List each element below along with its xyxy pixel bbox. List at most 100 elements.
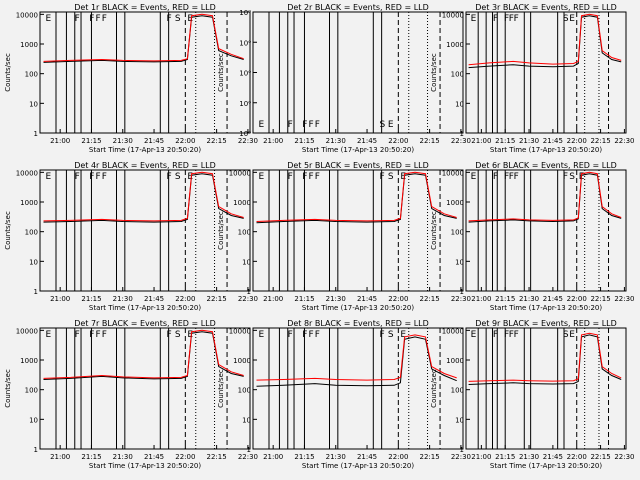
panel-title: Det 5r BLACK = Events, RED = LLD [287, 161, 429, 170]
y-tick-label: 100 [238, 229, 251, 237]
y-tick-label: 100 [238, 387, 251, 395]
x-axis-label: Start Time (17-Apr-13 20:50:20) [89, 304, 201, 312]
event-marker: E [471, 172, 477, 182]
x-axis-label: Start Time (17-Apr-13 20:50:20) [302, 462, 414, 470]
event-marker: E [187, 14, 193, 24]
y-tick-label: 10 [242, 258, 251, 266]
series-lld [43, 13, 244, 62]
event-marker: F [309, 172, 314, 182]
y-tick-label: 10 [455, 416, 464, 424]
event-marker: S [569, 172, 575, 182]
x-tick-label: 21:00 [471, 295, 491, 303]
y-tick-label: 10000 [442, 327, 464, 335]
y-tick-label: 1000 [20, 357, 38, 365]
event-marker: F [96, 14, 101, 24]
panel-det-1: Det 1r BLACK = Events, RED = LLD 1 10 100 10… [4, 3, 258, 154]
event-marker: F [563, 172, 568, 182]
panel-title: Det 6r BLACK = Events, RED = LLD [475, 161, 617, 170]
y-tick-label: 10000 [229, 327, 251, 335]
y-tick-label: 10000 [16, 11, 38, 19]
x-tick-label: 22:15 [420, 137, 440, 145]
x-tick-label: 21:45 [144, 453, 164, 461]
y-tick-label: 10 [29, 100, 38, 108]
event-marker: F [514, 330, 519, 340]
y-tick-label: 10000 [442, 169, 464, 177]
x-tick-label: 21:30 [519, 453, 539, 461]
panel-det-3: Det 3r BLACK = Events, RED = LLD 1 10 100 10… [430, 3, 635, 154]
event-marker: F [504, 330, 509, 340]
y-tick-label: 10⁰ [239, 39, 251, 47]
event-marker: F [288, 120, 293, 130]
y-tick-label: 1000 [233, 357, 251, 365]
x-tick-label: 22:00 [175, 453, 195, 461]
event-marker: F [315, 330, 320, 340]
plot-frame [465, 11, 627, 134]
event-marker: E [471, 14, 477, 24]
x-tick-label: 21:45 [357, 295, 377, 303]
plot-frame [39, 327, 251, 450]
x-tick-label: 21:00 [263, 453, 283, 461]
panel-det-8: Det 8r BLACK = Events, RED = LLD 1 10 100 10… [217, 319, 471, 470]
panel-title: Det 1r BLACK = Events, RED = LLD [74, 3, 216, 12]
y-axis-label: Counts/sec [430, 53, 438, 92]
y-tick-label: 1 [34, 446, 38, 454]
panel-title: Det 2r BLACK = Events, RED = LLD [287, 3, 429, 12]
plot-frame [39, 169, 251, 292]
y-axis-label: Counts/sec [4, 211, 12, 250]
x-tick-label: 22:30 [614, 137, 634, 145]
event-marker: F [509, 14, 514, 24]
x-tick-label: 21:00 [471, 137, 491, 145]
event-marker: F [493, 172, 498, 182]
event-marker: F [166, 14, 171, 24]
y-tick-label: 10 [242, 416, 251, 424]
event-marker: F [504, 14, 509, 24]
event-marker: E [471, 330, 477, 340]
event-marker: S [175, 14, 181, 24]
event-marker: S [388, 172, 394, 182]
x-tick-label: 22:00 [175, 137, 195, 145]
series-lld [468, 13, 622, 66]
plot-frame [465, 327, 627, 450]
series-events [256, 173, 457, 224]
event-marker: E [187, 172, 193, 182]
y-tick-label: 100 [451, 229, 464, 237]
x-tick-label: 22:15 [590, 295, 610, 303]
y-tick-label: 10000 [229, 169, 251, 177]
event-marker: E [569, 14, 575, 24]
y-tick-label: 100 [25, 229, 38, 237]
y-tick-label: 1 [34, 288, 38, 296]
x-axis-label: Start Time (17-Apr-13 20:50:20) [302, 304, 414, 312]
event-marker: F [514, 172, 519, 182]
event-marker: F [75, 172, 80, 182]
event-marker: S [175, 172, 181, 182]
x-tick-label: 21:30 [326, 137, 346, 145]
event-marker: F [96, 172, 101, 182]
event-marker: F [102, 330, 107, 340]
y-axis-label: Counts/sec [217, 369, 225, 408]
panel-det-6: Det 6r BLACK = Events, RED = LLD 1 10 100 10… [430, 161, 635, 312]
x-tick-label: 21:45 [543, 295, 563, 303]
x-tick-label: 21:45 [543, 453, 563, 461]
x-tick-label: 22:30 [238, 137, 258, 145]
series-lld [468, 332, 622, 382]
series-events [43, 173, 244, 223]
y-axis-label: Counts/sec [4, 53, 12, 92]
plot-frame [465, 169, 627, 292]
y-tick-label: 10⁰ [239, 100, 251, 108]
x-tick-label: 22:30 [238, 295, 258, 303]
event-marker: E [45, 14, 51, 24]
event-marker: F [315, 120, 320, 130]
event-marker: E [45, 172, 51, 182]
event-marker: F [504, 172, 509, 182]
x-tick-label: 22:00 [175, 295, 195, 303]
event-marker: F [75, 14, 80, 24]
x-tick-label: 22:15 [207, 453, 227, 461]
x-tick-label: 21:30 [113, 137, 133, 145]
series-lld [256, 171, 457, 222]
x-tick-label: 21:45 [357, 137, 377, 145]
event-marker: F [288, 172, 293, 182]
x-tick-label: 21:15 [495, 453, 515, 461]
event-marker: F [166, 330, 171, 340]
series-events [468, 173, 622, 223]
x-tick-label: 22:15 [420, 295, 440, 303]
